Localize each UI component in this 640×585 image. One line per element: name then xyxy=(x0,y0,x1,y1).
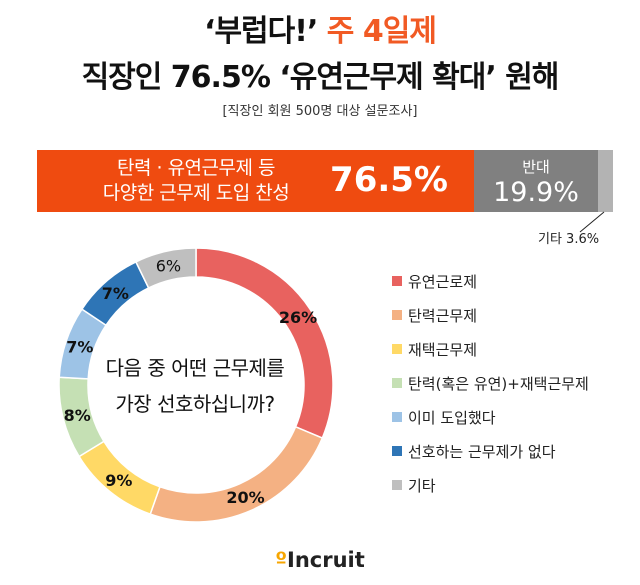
title-line-2: 직장인 76.5% ‘유연근무제 확대’ 원해 xyxy=(81,60,560,95)
title-prefix: ‘부럽다!’ xyxy=(204,14,318,49)
legend-label-1: 유연근로제 xyxy=(408,272,478,291)
bar-oppose-value: 19.9% xyxy=(493,177,579,208)
incruit-logo: ºIncruit xyxy=(0,548,640,572)
bar-other xyxy=(598,150,613,212)
donut-slice-label-6: 7% xyxy=(102,284,129,303)
donut-slice-label-4: 8% xyxy=(64,406,91,425)
bar-agree-label: 탄력 · 유연근무제 등 다양한 근무제 도입 찬성 xyxy=(51,156,341,206)
bar-oppose: 반대 19.9% xyxy=(474,150,598,212)
title-line-1: ‘부럽다!’ 주 4일제 xyxy=(0,6,640,50)
legend-label-5: 이미 도입했다 xyxy=(408,408,496,427)
bar-agree-label-line1: 탄력 · 유연근무제 등 xyxy=(117,157,276,179)
legend-swatch-1 xyxy=(392,276,402,286)
logo-dot: º xyxy=(275,548,288,572)
donut-center-line1: 다음 중 어떤 근무제를 xyxy=(105,356,285,380)
donut-center-question: 다음 중 어떤 근무제를 가장 선호하십니까? xyxy=(86,350,304,422)
survey-source: [직장인 회원 500명 대상 설문조사] xyxy=(222,104,418,119)
legend-swatch-3 xyxy=(392,344,402,354)
legend-label-6: 선호하는 근무제가 없다 xyxy=(408,442,556,461)
legend-item-1: 유연근로제 xyxy=(392,264,589,298)
legend-item-2: 탄력근무제 xyxy=(392,298,589,332)
legend-swatch-2 xyxy=(392,310,402,320)
legend-item-6: 선호하는 근무제가 없다 xyxy=(392,434,589,468)
legend-label-2: 탄력근무제 xyxy=(408,306,478,325)
title-accent: 주 4일제 xyxy=(326,14,437,49)
bar-other-note: 기타 3.6% xyxy=(538,232,600,247)
donut-center-line2: 가장 선호하십니까? xyxy=(115,392,275,416)
legend-swatch-4 xyxy=(392,378,402,388)
donut-slice-label-2: 20% xyxy=(226,488,264,507)
legend-label-3: 재택근무제 xyxy=(408,340,478,359)
legend-swatch-6 xyxy=(392,446,402,456)
donut-slice-7 xyxy=(134,247,197,289)
donut-slice-label-1: 26% xyxy=(279,308,317,327)
donut-slice-label-7: 6% xyxy=(156,257,181,276)
legend-label-7: 기타 xyxy=(408,476,436,495)
legend-item-4: 탄력(혹은 유연)+재택근무제 xyxy=(392,366,589,400)
bar-agree-value: 76.5% xyxy=(330,160,448,200)
legend-item-7: 기타 xyxy=(392,468,589,502)
bar-agree: 탄력 · 유연근무제 등 다양한 근무제 도입 찬성 76.5% xyxy=(37,150,474,212)
bar-oppose-label: 반대 xyxy=(522,158,550,176)
legend-item-5: 이미 도입했다 xyxy=(392,400,589,434)
legend-swatch-5 xyxy=(392,412,402,422)
donut-slice-label-3: 9% xyxy=(105,471,132,490)
logo-text: Incruit xyxy=(287,548,365,572)
legend-item-3: 재택근무제 xyxy=(392,332,589,366)
donut-slice-label-5: 7% xyxy=(66,337,93,356)
bar-agree-label-line2: 다양한 근무제 도입 찬성 xyxy=(102,182,290,204)
donut-slice-2 xyxy=(149,425,324,523)
legend-label-4: 탄력(혹은 유연)+재택근무제 xyxy=(408,374,589,393)
legend-swatch-7 xyxy=(392,480,402,490)
